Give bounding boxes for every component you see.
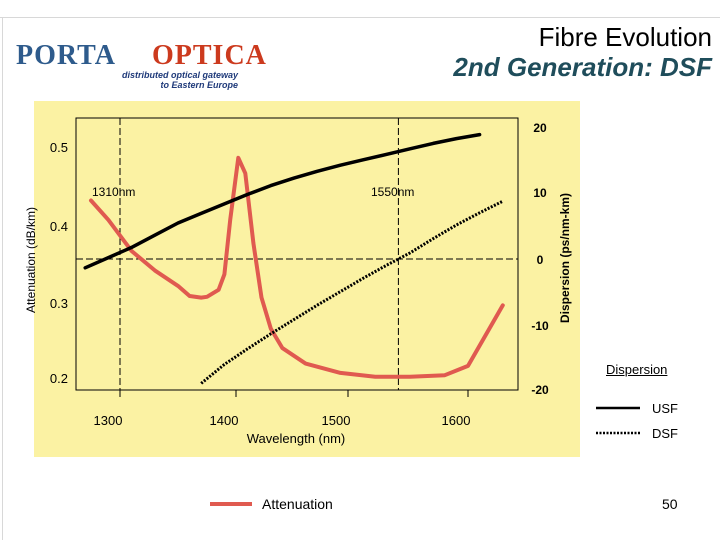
y-right-tick-label-0: 0 — [537, 253, 544, 267]
y-left-tick-label-0.4: 0.4 — [50, 219, 68, 234]
x-tick-label-1400: 1400 — [210, 413, 239, 428]
legend-attenuation-label: Attenuation — [262, 496, 333, 512]
series-dsf-line — [200, 199, 504, 385]
y-right-tick-label--20: -20 — [531, 383, 549, 397]
slide-title-line2: 2nd Generation: DSF — [453, 52, 712, 82]
slide-frame-left — [2, 17, 3, 540]
y-left-tick-label-0.3: 0.3 — [50, 296, 68, 311]
legend-title: Dispersion — [606, 362, 668, 377]
logo-tagline: distributed optical gateway to Eastern E… — [118, 70, 238, 90]
series-attenuation-line — [89, 155, 505, 379]
tick-layer: 1300 1400 1500 1600 0.5 0.4 0.3 0.2 20 10 0 -10 -20 — [50, 121, 549, 428]
slide-frame-top — [0, 17, 720, 18]
logo-optica-text: OPTICA — [152, 40, 267, 71]
x-tick-label-1300: 1300 — [94, 413, 123, 428]
x-tick-label-1600: 1600 — [442, 413, 471, 428]
legend-usf-label: USF — [652, 401, 678, 416]
ref-label-1310: 1310nm — [92, 185, 135, 199]
y-right-tick-label-10: 10 — [533, 186, 547, 200]
porta-optica-logo: PORTA OPTICA distributed optical gateway… — [12, 34, 266, 94]
reference-lines: 1310nm 1550nm — [76, 118, 518, 390]
logo-tagline-line1: distributed optical gateway — [121, 70, 238, 80]
y-left-tick-label-0.2: 0.2 — [50, 371, 68, 386]
plot-frame — [75, 117, 519, 391]
logo-porta-text: PORTA — [16, 40, 116, 71]
x-axis-label: Wavelength (nm) — [247, 431, 346, 446]
y-right-axis-label: Dispersion (ps/nm-km) — [558, 193, 572, 323]
x-tick-label-1500: 1500 — [322, 413, 351, 428]
ref-label-1550: 1550nm — [371, 185, 414, 199]
y-left-tick-label-0.5: 0.5 — [50, 140, 68, 155]
page-number: 50 — [662, 496, 678, 512]
y-right-tick-label-20: 20 — [533, 121, 547, 135]
series-layer — [83, 132, 505, 385]
slide-title: Fibre Evolution 2nd Generation: DSF — [453, 22, 712, 82]
series-usf-line — [83, 132, 482, 270]
legend-dsf-label: DSF — [652, 426, 678, 441]
logo-tagline-line2: to Eastern Europe — [160, 80, 238, 90]
slide-title-line1: Fibre Evolution — [538, 22, 712, 52]
y-left-axis-label: Attenuation (dB/km) — [24, 207, 38, 313]
plot-background — [34, 101, 580, 457]
y-right-tick-label--10: -10 — [531, 319, 549, 333]
